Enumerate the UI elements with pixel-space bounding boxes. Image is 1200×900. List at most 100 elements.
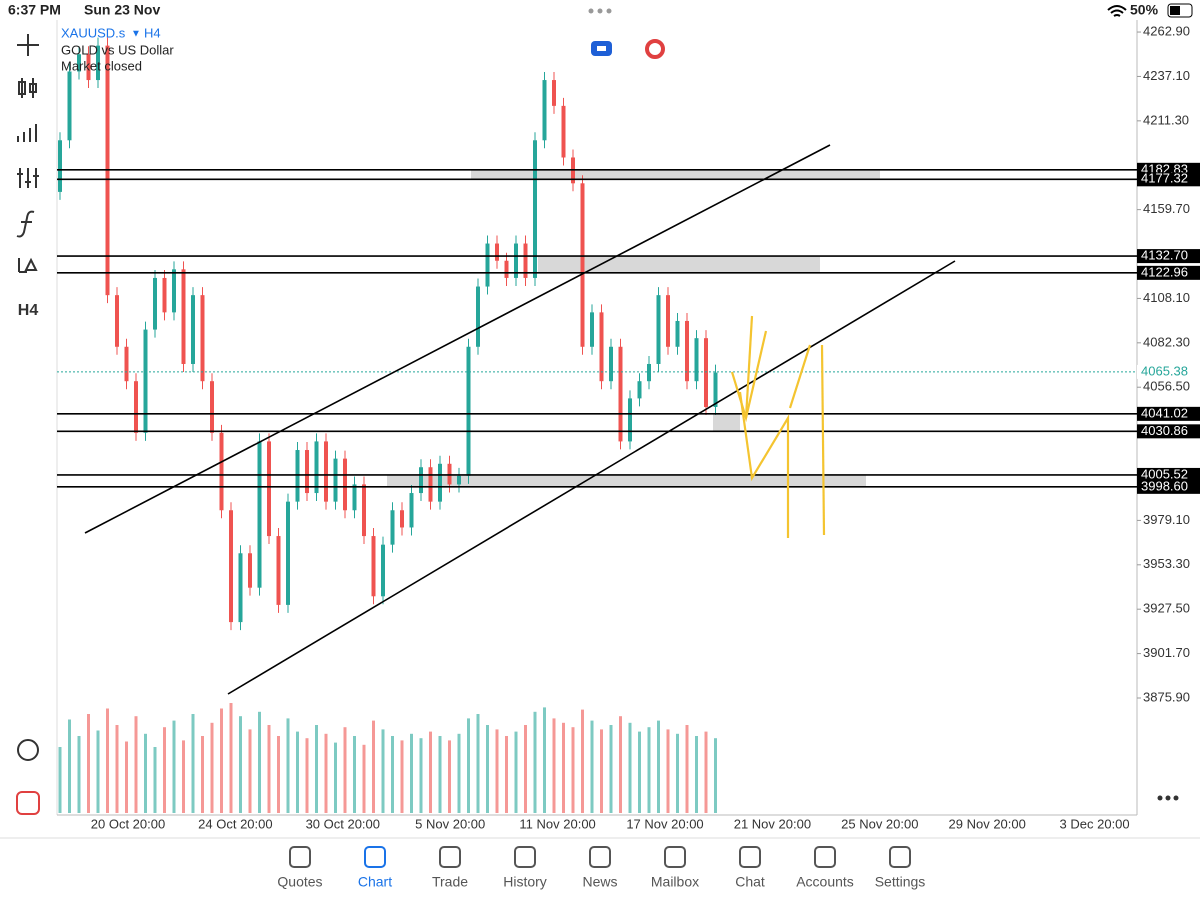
battery-level: 50%: [1130, 2, 1159, 18]
tab-label[interactable]: Chat: [735, 874, 765, 890]
candle-body: [419, 467, 423, 494]
level-label-bg: [1137, 424, 1200, 439]
level-label-bg: [1137, 479, 1200, 494]
candle-body: [694, 338, 699, 382]
candle-body: [675, 320, 680, 347]
tab-icon[interactable]: [289, 846, 311, 868]
volume-bar: [296, 731, 299, 813]
sketch: [738, 391, 790, 538]
symbol-timeframe[interactable]: H4: [144, 25, 161, 40]
tab-label[interactable]: Mailbox: [651, 874, 699, 890]
tab-icon[interactable]: [589, 846, 611, 868]
level-label-bg: [1137, 406, 1200, 421]
volume-bar: [657, 720, 660, 813]
level-label: 4041.02: [1141, 405, 1188, 420]
volume-bar: [96, 730, 100, 813]
volume-bar: [258, 711, 261, 813]
candle-body: [86, 54, 91, 81]
tab-label[interactable]: News: [582, 874, 617, 890]
volume-bar: [172, 720, 176, 813]
volume-bar: [125, 741, 128, 813]
indicators-tool[interactable]: [17, 124, 37, 142]
battery-fill: [1170, 6, 1180, 15]
candle-body: [172, 269, 176, 313]
tab-icon[interactable]: [739, 846, 761, 868]
volume-bar: [714, 738, 717, 813]
candle-body: [561, 105, 566, 158]
candle-body: [248, 553, 252, 588]
candle-body: [324, 441, 328, 502]
price-label: 4159.70: [1143, 201, 1190, 216]
candle-body: [153, 277, 157, 330]
volume-bar: [277, 736, 280, 813]
candle-body: [504, 260, 509, 278]
price-label: 4108.10: [1143, 290, 1190, 305]
tab-icon[interactable]: [889, 846, 911, 868]
tab-icon[interactable]: [439, 846, 461, 868]
tab-label[interactable]: History: [503, 874, 547, 890]
candle-body: [514, 243, 518, 278]
volume-bar: [362, 744, 366, 813]
tab-label[interactable]: Quotes: [277, 874, 322, 890]
shapes-tool[interactable]: [18, 257, 38, 273]
left-toolbar[interactable]: [16, 34, 40, 815]
candle-body: [580, 183, 585, 347]
price-label: 3901.70: [1143, 645, 1190, 660]
sketch: [820, 344, 826, 536]
price-label: 3953.30: [1143, 556, 1190, 571]
level-label-bg: [1137, 249, 1200, 264]
level-label: 4005.52: [1141, 466, 1188, 481]
tab-icon[interactable]: [364, 846, 386, 868]
price-label: 4211.30: [1143, 112, 1189, 127]
settings-tool[interactable]: [17, 168, 39, 188]
time-label: 29 Nov 20:00: [949, 816, 1026, 831]
candle-body: [533, 140, 537, 278]
candle-body: [352, 484, 357, 511]
tab-label[interactable]: Chart: [358, 874, 392, 890]
candle-body: [238, 553, 243, 623]
timer-icon[interactable]: [645, 39, 665, 59]
volume-bar: [153, 747, 157, 813]
price-label: 4082.30: [1143, 334, 1190, 349]
more-menu[interactable]: [1157, 795, 1179, 801]
tab-label[interactable]: Accounts: [796, 874, 854, 890]
candle-body: [295, 450, 300, 502]
volume-bar: [666, 729, 670, 813]
volume-bar: [552, 718, 556, 813]
status-time: 6:37 PM: [8, 2, 61, 18]
level-label: 4122.96: [1141, 264, 1188, 279]
volume-bar: [619, 716, 622, 813]
objects-tool[interactable]: [16, 210, 35, 238]
candle-body: [390, 510, 395, 545]
volume-bar: [410, 733, 413, 813]
chart-type-tool[interactable]: [18, 78, 37, 98]
volume-bar: [581, 709, 584, 813]
time-label: 20 Oct 20:00: [91, 816, 165, 831]
volume-bar: [676, 733, 679, 813]
volume-bar: [448, 740, 451, 813]
signals-tool[interactable]: [17, 739, 39, 761]
trade-tool[interactable]: [16, 791, 40, 815]
candle-body: [191, 295, 195, 364]
symbol-menu[interactable]: ▼: [131, 29, 141, 40]
tab-icon[interactable]: [514, 846, 536, 868]
volume-bar: [372, 720, 375, 813]
volume-bar: [638, 731, 641, 813]
volume-bar: [505, 736, 508, 813]
crosshair-tool[interactable]: [17, 34, 39, 56]
tab-icon[interactable]: [814, 846, 836, 868]
volume-bar: [115, 725, 119, 813]
toolbar-timeframe[interactable]: H4: [18, 302, 39, 319]
zone: [387, 475, 866, 487]
symbol-name[interactable]: XAUUSD.s: [61, 25, 126, 40]
tab-icon[interactable]: [664, 846, 686, 868]
tab-label[interactable]: Settings: [875, 874, 926, 890]
candle-body: [704, 338, 708, 408]
sketch: [788, 344, 812, 409]
volume-bar: [87, 714, 90, 813]
status-date: Sun 23 Nov: [84, 2, 160, 18]
level-label: 4132.70: [1141, 248, 1188, 263]
tab-label[interactable]: Trade: [432, 874, 468, 890]
candle-body: [523, 243, 528, 278]
